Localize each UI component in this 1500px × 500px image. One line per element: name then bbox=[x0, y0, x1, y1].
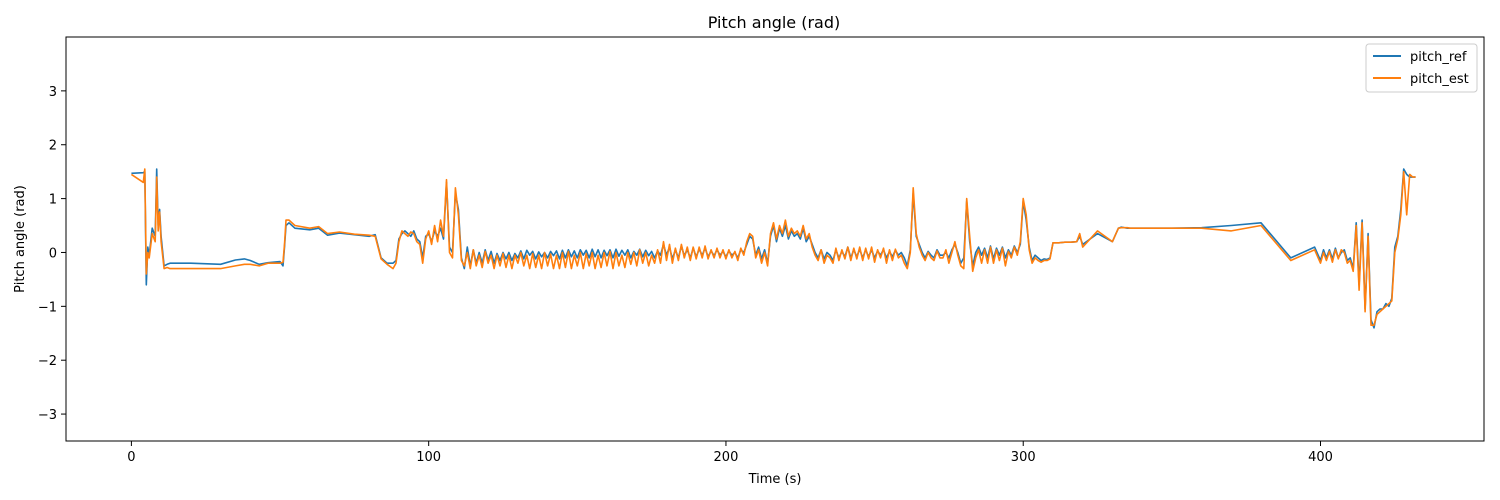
y-tick-label: 0 bbox=[49, 246, 57, 261]
y-tick-label: −3 bbox=[38, 408, 57, 423]
y-axis-label: Pitch angle (rad) bbox=[13, 185, 28, 293]
y-tick-label: 2 bbox=[49, 139, 57, 154]
legend-label-pitch-ref: pitch_ref bbox=[1410, 50, 1467, 65]
y-axis-ticks: −3 −2 −1 0 1 2 3 bbox=[38, 85, 66, 423]
series-layer bbox=[130, 168, 1416, 329]
y-tick-label: 3 bbox=[49, 85, 57, 100]
chart-title: Pitch angle (rad) bbox=[708, 13, 841, 32]
x-tick-label: 400 bbox=[1308, 450, 1333, 465]
series-line-pitch-est bbox=[130, 168, 1416, 326]
x-tick-label: 0 bbox=[127, 450, 135, 465]
legend-label-pitch-est: pitch_est bbox=[1410, 72, 1469, 87]
x-axis-ticks: 0 100 200 300 400 bbox=[127, 441, 1333, 465]
y-tick-label: 1 bbox=[49, 193, 57, 208]
plot-frame bbox=[65, 36, 1485, 442]
x-tick-label: 100 bbox=[416, 450, 441, 465]
legend: pitch_ref pitch_est bbox=[1365, 43, 1478, 93]
y-tick-label: −2 bbox=[38, 354, 57, 369]
x-tick-label: 200 bbox=[714, 450, 739, 465]
x-axis-label: Time (s) bbox=[748, 472, 802, 487]
plot-area bbox=[66, 37, 1484, 441]
y-tick-label: −1 bbox=[38, 300, 57, 315]
x-tick-label: 300 bbox=[1011, 450, 1036, 465]
